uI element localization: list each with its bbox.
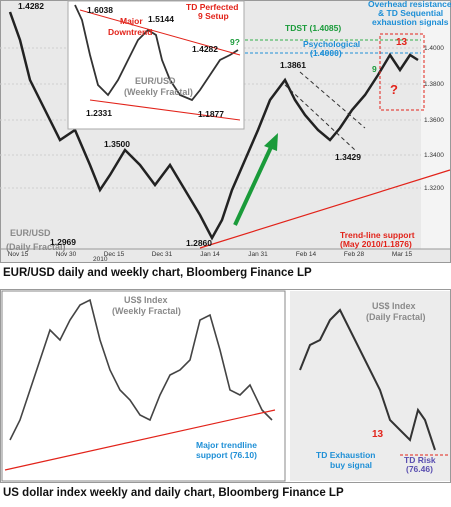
price-label: 1.2331 [86,108,112,118]
weekly-panel [1,290,286,482]
annotation: Psychological [303,39,360,49]
y-tick-label: 1.3600 [424,117,444,124]
inset-label: (Weekly Fractal) [124,87,193,97]
annotation: support (76.10) [196,450,257,460]
annotation: ? [390,82,398,97]
chart-label: (Daily Fractal) [6,242,66,252]
annotation: TDST (1.4085) [285,23,341,33]
annotation: buy signal [330,460,372,470]
annotation: 9 Setup [198,11,229,21]
price-label: 1.4282 [192,44,218,54]
price-label: 1.6038 [87,5,113,15]
annotation: Overhead resistance [368,0,451,9]
daily-panel [290,291,450,481]
chart-label: (Daily Fractal) [366,312,426,322]
trendline [4,409,276,471]
x-tick-label: Mar 15 [392,251,413,258]
annotation: TD Perfected [186,2,238,12]
annotation: Major [120,16,143,26]
price-label: 1.3429 [335,152,361,162]
price-label: 1.2969 [50,237,76,247]
chart-label: US$ Index [372,301,416,311]
arrow-head [264,133,278,151]
annotation: Major trendline [196,440,257,450]
inset-trend [89,99,241,121]
chart-label: US$ Index [124,295,168,305]
annotation: & TD Sequential [378,8,443,18]
channel [299,71,366,129]
annotation: 13 [372,429,384,440]
channel [284,84,356,151]
year-label: 2010 [93,256,108,263]
y-tick-label: 1.3200 [424,185,444,192]
price-path [9,298,273,441]
chart-label: (Weekly Fractal) [112,306,181,316]
inset-trend [79,9,241,56]
annotation: TD Exhaustion [316,450,376,460]
price-label: 1.3861 [280,60,306,70]
price-label: 1.3500 [104,139,130,149]
annotation: Downtrend [108,27,152,37]
annotation: 13 [396,37,408,48]
annotation: TD Risk [404,455,436,465]
x-tick-label: Dec 31 [152,251,173,258]
caption: EUR/USD daily and weekly chart, Bloomber… [3,267,312,279]
annotation: (76.46) [406,464,433,474]
y-tick-label: 1.4000 [424,45,444,52]
inset-label: EUR/USD [135,76,176,86]
price-label: 1.2860 [186,238,212,248]
trendline [199,169,451,249]
inset-path [74,4,239,102]
x-tick-label: Dec 15 [104,251,125,258]
y-tick-label: 1.3400 [424,152,444,159]
annotation: (May 2010/1.1876) [340,239,412,249]
price-path [8,11,419,241]
price-label: 1.1877 [198,109,224,119]
x-tick-label: Nov 15 [8,251,29,258]
y-tick-label: 1.3800 [424,81,444,88]
highlight-box [379,33,425,111]
x-tick-label: Jan 31 [248,251,268,258]
x-tick-label: Jan 14 [200,251,220,258]
annotation: (1.4000) [310,48,342,58]
inset [67,0,245,130]
annotation: 9 [372,64,377,74]
axis-strip [421,1,450,249]
arrow [233,144,274,226]
annotation: Trend-line support [340,230,415,240]
caption: US dollar index weekly and daily chart, … [3,487,344,499]
price-label: 1.4282 [18,1,44,11]
chart-label: EUR/USD [10,228,51,238]
x-tick-label: Feb 14 [296,251,317,258]
annotation: exhaustion signals [372,17,449,27]
price-path [299,308,436,451]
price-label: 1.5144 [148,14,174,24]
x-tick-label: Feb 28 [344,251,365,258]
annotation: 9? [230,37,240,47]
x-tick-label: Nov 30 [56,251,77,258]
